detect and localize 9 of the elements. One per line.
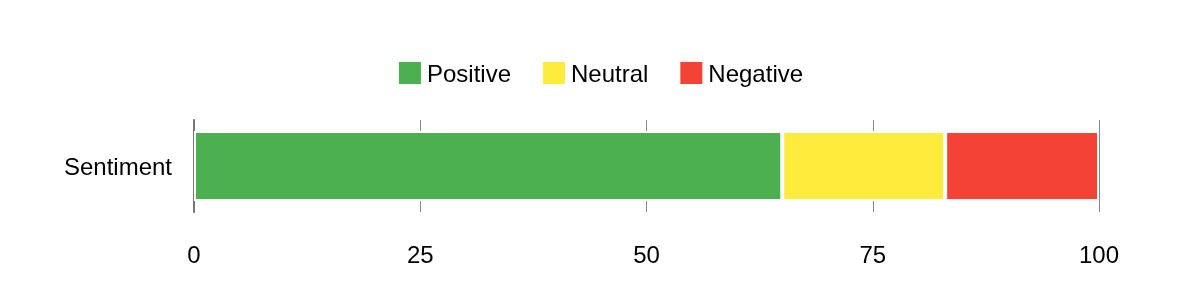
x-tick-label: 50 — [633, 240, 660, 268]
legend-label: Neutral — [570, 59, 649, 87]
x-tick-label: 25 — [406, 240, 434, 268]
legend-label: Positive — [426, 59, 511, 87]
y-tick-label: Sentiment — [63, 152, 173, 180]
legend-label: Negative — [708, 59, 804, 87]
x-tick-label: 75 — [859, 240, 887, 268]
x-tick-label: 100 — [1078, 240, 1120, 268]
x-tick-label: 0 — [187, 240, 201, 268]
